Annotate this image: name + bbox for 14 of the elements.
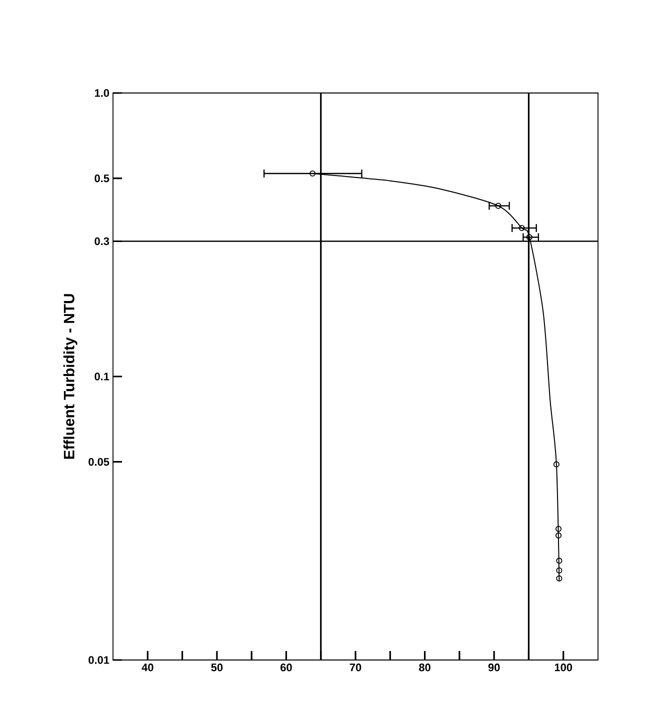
x-tick-label: 60 (280, 664, 292, 672)
x-tick-label: 50 (211, 664, 223, 672)
y-tick-label: 0.3 (94, 237, 110, 246)
y-tick-label: 1.0 (94, 89, 110, 97)
y-tick-label: 0.5 (94, 174, 110, 182)
y-tick-label: 0.05 (88, 458, 110, 466)
y-tick-label: 0.01 (88, 656, 110, 664)
x-tick-label: 90 (488, 664, 500, 672)
x-tick-label: 100 (554, 664, 572, 672)
x-tick-label: 40 (142, 664, 154, 672)
y-tick-label: 0.1 (94, 372, 110, 380)
y-axis-title: Effluent Turbidity - NTU (63, 294, 78, 459)
x-tick-label: 80 (419, 664, 430, 672)
x-tick-label: 70 (350, 664, 362, 672)
